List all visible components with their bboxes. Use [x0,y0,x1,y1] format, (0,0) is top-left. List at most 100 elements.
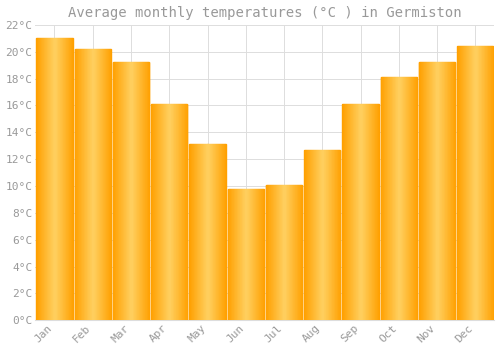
Bar [473,46,474,320]
Bar [270,185,272,320]
Bar [489,46,490,320]
Bar [380,77,417,320]
Bar [201,145,202,320]
Bar [474,46,476,320]
Bar [200,145,201,320]
Bar [432,63,433,320]
Bar [301,185,302,320]
Bar [138,63,139,320]
Bar [304,150,306,320]
Bar [74,49,111,320]
Bar [347,104,348,320]
Bar [202,145,203,320]
Bar [233,189,234,320]
Bar [442,63,443,320]
Bar [312,150,313,320]
Bar [89,49,90,320]
Bar [94,49,95,320]
Bar [402,77,403,320]
Bar [462,46,463,320]
Bar [491,46,492,320]
Bar [483,46,484,320]
Bar [332,150,333,320]
Bar [357,104,358,320]
Bar [43,38,44,320]
Bar [419,63,455,320]
Bar [380,77,381,320]
Bar [354,104,355,320]
Bar [429,63,430,320]
Bar [349,104,350,320]
Bar [48,38,49,320]
Bar [156,104,157,320]
Bar [342,104,378,320]
Bar [245,189,246,320]
Bar [171,104,172,320]
Bar [91,49,92,320]
Bar [295,185,296,320]
Bar [74,49,75,320]
Bar [115,63,116,320]
Bar [490,46,491,320]
Bar [80,49,81,320]
Bar [251,189,252,320]
Bar [266,185,267,320]
Bar [247,189,248,320]
Bar [246,189,247,320]
Bar [403,77,404,320]
Bar [174,104,176,320]
Bar [148,63,149,320]
Bar [252,189,253,320]
Bar [57,38,58,320]
Bar [190,145,191,320]
Bar [457,46,494,320]
Bar [105,49,106,320]
Bar [426,63,427,320]
Bar [210,145,211,320]
Bar [276,185,278,320]
Bar [390,77,391,320]
Bar [250,189,251,320]
Bar [130,63,131,320]
Bar [482,46,483,320]
Bar [123,63,124,320]
Bar [409,77,410,320]
Bar [300,185,301,320]
Bar [38,38,40,320]
Bar [457,46,458,320]
Bar [427,63,428,320]
Bar [372,104,374,320]
Bar [320,150,321,320]
Bar [159,104,160,320]
Bar [186,104,187,320]
Bar [292,185,293,320]
Bar [386,77,388,320]
Bar [288,185,289,320]
Title: Average monthly temperatures (°C ) in Germiston: Average monthly temperatures (°C ) in Ge… [68,6,462,20]
Bar [217,145,218,320]
Bar [388,77,389,320]
Bar [330,150,331,320]
Bar [129,63,130,320]
Bar [228,189,229,320]
Bar [63,38,64,320]
Bar [416,77,417,320]
Bar [299,185,300,320]
Bar [228,189,264,320]
Bar [279,185,280,320]
Bar [177,104,178,320]
Bar [119,63,120,320]
Bar [136,63,137,320]
Bar [75,49,76,320]
Bar [103,49,104,320]
Bar [197,145,198,320]
Bar [55,38,56,320]
Bar [67,38,68,320]
Bar [338,150,339,320]
Bar [199,145,200,320]
Bar [194,145,195,320]
Bar [434,63,435,320]
Bar [81,49,82,320]
Bar [331,150,332,320]
Bar [255,189,256,320]
